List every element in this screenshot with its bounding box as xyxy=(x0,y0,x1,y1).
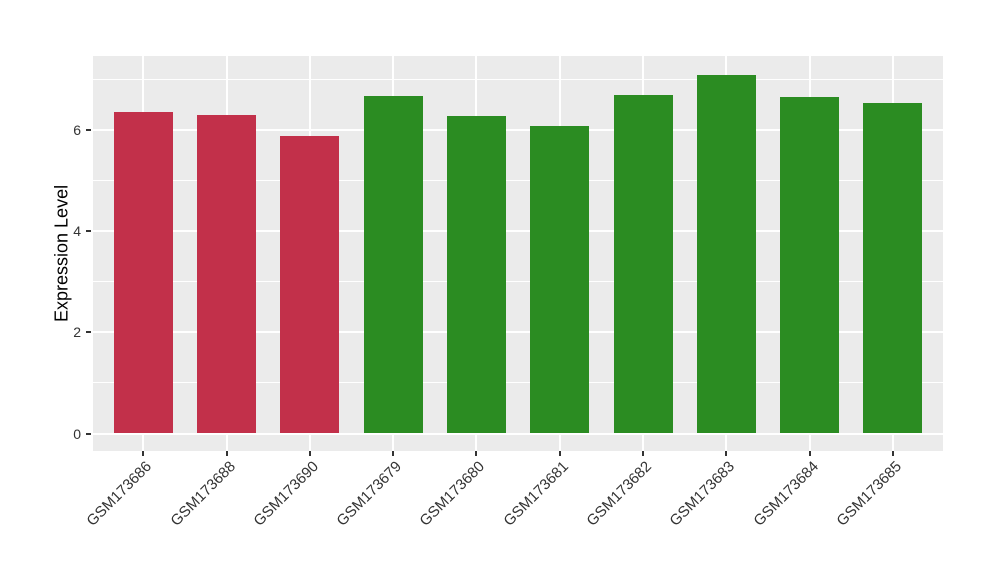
bar-GSM173685 xyxy=(863,102,923,434)
bar-GSM173690 xyxy=(280,135,340,434)
gridline-minor xyxy=(93,382,943,384)
bar-GSM173681 xyxy=(530,126,590,434)
bar-GSM173683 xyxy=(696,75,756,434)
x-axis-tick xyxy=(475,451,478,456)
y-tick-label: 4 xyxy=(73,223,81,240)
bar-GSM173688 xyxy=(197,114,256,434)
bar-GSM173680 xyxy=(446,115,506,434)
gridline-major xyxy=(93,331,943,334)
x-axis-tick xyxy=(225,451,228,456)
gridline-minor xyxy=(93,78,943,80)
y-tick-label: 2 xyxy=(73,324,81,341)
y-axis-tick xyxy=(86,432,91,435)
bar-GSM173684 xyxy=(780,96,840,434)
x-axis-tick xyxy=(891,451,894,456)
x-axis-tick xyxy=(392,451,395,456)
y-tick-label: 6 xyxy=(73,122,81,139)
gridline-major xyxy=(93,230,943,233)
y-axis-title: Expression Level xyxy=(51,184,72,323)
y-axis-tick xyxy=(86,129,91,132)
gridline-major xyxy=(93,432,943,435)
x-axis-tick xyxy=(642,451,644,456)
x-tick-label: GSM173685 xyxy=(833,458,905,530)
x-axis-tick xyxy=(558,451,561,456)
x-axis-tick xyxy=(808,451,811,456)
bar-GSM173686 xyxy=(113,111,173,434)
bar-GSM173679 xyxy=(363,95,423,434)
x-axis-tick xyxy=(308,451,311,456)
gridline-minor xyxy=(93,281,943,283)
gridline-major xyxy=(93,129,943,132)
y-axis-tick xyxy=(86,331,91,334)
gridline-minor xyxy=(93,180,943,182)
y-axis-tick xyxy=(86,230,91,233)
plot-panel xyxy=(93,56,943,451)
y-tick-label: 0 xyxy=(73,425,81,442)
x-axis-tick xyxy=(725,451,728,456)
x-axis-tick xyxy=(142,451,145,456)
bar-GSM173682 xyxy=(613,94,673,434)
